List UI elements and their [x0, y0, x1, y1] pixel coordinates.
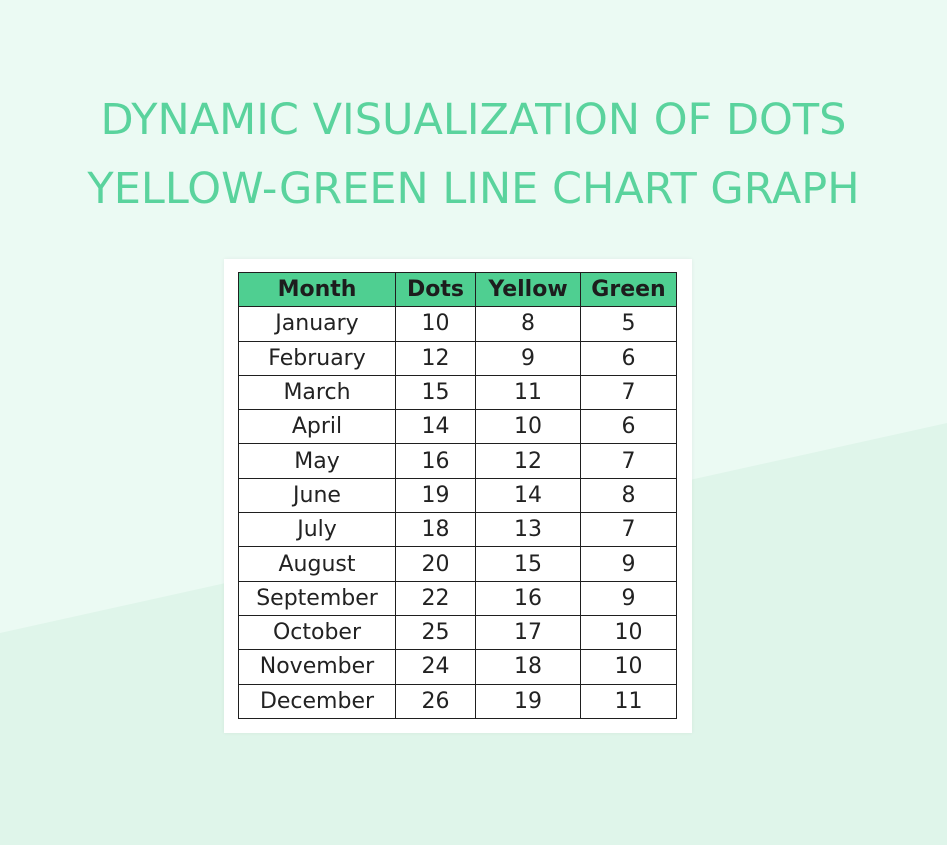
cell-yellow: 12	[475, 443, 581, 479]
cell-green: 5	[580, 306, 677, 342]
cell-green: 7	[580, 512, 677, 548]
cell-yellow: 17	[475, 614, 581, 651]
cell-month: September	[238, 580, 396, 616]
cell-dots: 18	[395, 512, 476, 548]
cell-green: 9	[580, 580, 677, 616]
cell-month: October	[238, 614, 396, 651]
cell-yellow: 19	[475, 683, 581, 719]
cell-yellow: 10	[475, 409, 581, 445]
cell-dots: 20	[395, 546, 476, 582]
cell-green: 6	[580, 340, 677, 376]
column-header-yellow: Yellow	[475, 271, 581, 308]
cell-dots: 26	[395, 683, 476, 719]
column-header-green: Green	[580, 271, 677, 308]
table-row: November 24 18 10	[238, 649, 677, 685]
page-title-line-1: DYNAMIC VISUALIZATION OF DOTS	[100, 95, 847, 145]
table-row: April 14 10 6	[238, 409, 677, 445]
cell-month: June	[238, 477, 396, 514]
page-title-line-2: YELLOW-GREEN LINE CHART GRAPH	[87, 164, 860, 214]
cell-dots: 24	[395, 649, 476, 685]
cell-dots: 19	[395, 477, 476, 514]
table-body: January 10 8 5 February 12 9 6 March 15 11 7 April 14…	[238, 306, 677, 719]
cell-green: 10	[580, 614, 677, 651]
table-row: January 10 8 5	[238, 306, 677, 342]
table-row: March 15 11 7	[238, 374, 677, 411]
cell-month: March	[238, 374, 396, 411]
cell-yellow: 13	[475, 512, 581, 548]
cell-dots: 10	[395, 306, 476, 342]
cell-green: 10	[580, 649, 677, 685]
table-row: June 19 14 8	[238, 477, 677, 514]
cell-month: February	[238, 340, 396, 376]
table-row: July 18 13 7	[238, 512, 677, 548]
table-row: December 26 19 11	[238, 683, 677, 719]
cell-month: January	[238, 306, 396, 342]
table-row: August 20 15 9	[238, 546, 677, 582]
cell-green: 7	[580, 443, 677, 479]
cell-month: May	[238, 443, 396, 479]
cell-yellow: 9	[475, 340, 581, 376]
cell-dots: 16	[395, 443, 476, 479]
cell-dots: 15	[395, 374, 476, 411]
cell-month: November	[238, 649, 396, 685]
cell-green: 6	[580, 409, 677, 445]
cell-yellow: 11	[475, 374, 581, 411]
column-header-dots: Dots	[395, 271, 476, 308]
cell-dots: 25	[395, 614, 476, 651]
cell-dots: 14	[395, 409, 476, 445]
cell-month: July	[238, 512, 396, 548]
cell-green: 11	[580, 683, 677, 719]
cell-yellow: 15	[475, 546, 581, 582]
table-row: May 16 12 7	[238, 443, 677, 479]
table-row: September 22 16 9	[238, 580, 677, 616]
column-header-month: Month	[238, 271, 396, 308]
cell-yellow: 14	[475, 477, 581, 514]
cell-yellow: 16	[475, 580, 581, 616]
cell-green: 7	[580, 374, 677, 411]
cell-green: 8	[580, 477, 677, 514]
data-table: Month Dots Yellow Green January 10 8 5 Febru…	[238, 271, 677, 719]
cell-yellow: 18	[475, 649, 581, 685]
cell-yellow: 8	[475, 306, 581, 342]
cell-dots: 12	[395, 340, 476, 376]
cell-month: August	[238, 546, 396, 582]
cell-green: 9	[580, 546, 677, 582]
table-row: February 12 9 6	[238, 340, 677, 376]
table-header-row: Month Dots Yellow Green	[238, 271, 677, 308]
table-row: October 25 17 10	[238, 614, 677, 651]
cell-month: December	[238, 683, 396, 719]
cell-dots: 22	[395, 580, 476, 616]
cell-month: April	[238, 409, 396, 445]
